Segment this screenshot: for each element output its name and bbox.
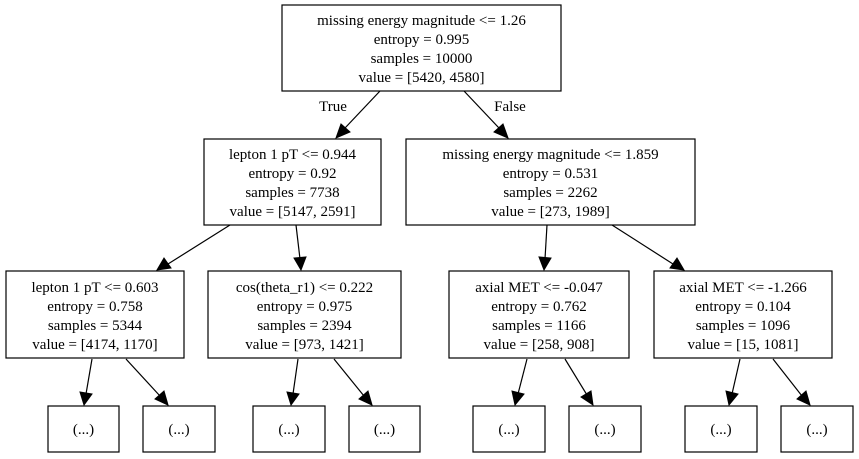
edge-lr-leaf3 bbox=[292, 358, 299, 395]
truncated-label: (...) bbox=[498, 422, 519, 438]
edge-label-true: True bbox=[319, 99, 347, 115]
node-samples: samples = 2394 bbox=[257, 318, 352, 334]
node-samples: samples = 10000 bbox=[371, 51, 473, 67]
edge-lr-leaf4 bbox=[333, 358, 365, 397]
tree-node-rr: axial MET <= -1.266 entropy = 0.104 samp… bbox=[653, 270, 833, 359]
edge-label-false: False bbox=[494, 99, 526, 115]
truncated-label: (...) bbox=[710, 422, 731, 438]
node-condition: lepton 1 pT <= 0.944 bbox=[229, 147, 357, 163]
edge-left-lr-arrowhead bbox=[293, 256, 307, 272]
node-value: value = [273, 1989] bbox=[491, 204, 609, 220]
node-condition: axial MET <= -1.266 bbox=[679, 280, 807, 296]
node-box bbox=[252, 405, 326, 453]
node-value: value = [5420, 4580] bbox=[359, 70, 485, 86]
edge-rr-leaf7 bbox=[731, 358, 741, 395]
node-value: value = [973, 1421] bbox=[245, 337, 363, 353]
edge-right-rl-arrowhead bbox=[538, 256, 552, 272]
node-condition: lepton 1 pT <= 0.603 bbox=[31, 280, 158, 296]
node-box bbox=[281, 4, 562, 92]
node-box bbox=[653, 270, 833, 359]
edge-ll-leaf1-arrowhead bbox=[79, 391, 93, 407]
edge-rr-leaf8-arrowhead bbox=[796, 390, 811, 406]
truncated-label: (...) bbox=[594, 422, 615, 438]
node-box bbox=[142, 405, 216, 453]
edge-right-rr bbox=[611, 224, 674, 265]
edge-root-right-arrowhead bbox=[493, 123, 509, 139]
edge-left-ll-arrowhead bbox=[156, 257, 172, 271]
node-samples: samples = 5344 bbox=[48, 318, 143, 334]
node-box bbox=[405, 138, 696, 226]
truncated-label: (...) bbox=[806, 422, 827, 438]
tree-node-root: missing energy magnitude <= 1.26 entropy… bbox=[281, 4, 562, 92]
edge-lr-leaf3-arrowhead bbox=[286, 391, 300, 407]
node-samples: samples = 1096 bbox=[696, 318, 791, 334]
node-value: value = [15, 1081] bbox=[688, 337, 799, 353]
node-condition: cos(theta_r1) <= 0.222 bbox=[236, 280, 373, 296]
edge-root-left-arrowhead bbox=[335, 123, 351, 139]
truncated-node-4: (...) bbox=[348, 405, 421, 453]
node-box bbox=[780, 405, 854, 453]
truncated-node-2: (...) bbox=[142, 405, 216, 453]
truncated-node-3: (...) bbox=[252, 405, 326, 453]
node-box bbox=[207, 270, 402, 359]
edge-rl-leaf5 bbox=[517, 358, 528, 395]
tree-node-lr: cos(theta_r1) <= 0.222 entropy = 0.975 s… bbox=[207, 270, 402, 359]
truncated-node-8: (...) bbox=[780, 405, 854, 453]
edge-root-right bbox=[463, 90, 500, 129]
edge-rl-leaf6 bbox=[564, 358, 588, 396]
node-entropy: entropy = 0.531 bbox=[503, 166, 599, 182]
node-box bbox=[5, 270, 185, 359]
node-samples: samples = 2262 bbox=[503, 185, 597, 201]
node-box bbox=[568, 405, 642, 453]
node-box bbox=[472, 405, 546, 453]
node-condition: axial MET <= -0.047 bbox=[475, 280, 603, 296]
node-condition: missing energy magnitude <= 1.26 bbox=[317, 13, 526, 29]
edge-rr-leaf8 bbox=[772, 358, 803, 397]
node-entropy: entropy = 0.92 bbox=[248, 166, 336, 182]
tree-node-ll: lepton 1 pT <= 0.603 entropy = 0.758 sam… bbox=[5, 270, 185, 359]
node-box bbox=[348, 405, 421, 453]
node-entropy: entropy = 0.758 bbox=[47, 299, 143, 315]
edge-rl-leaf6-arrowhead bbox=[580, 390, 594, 407]
node-box bbox=[47, 405, 120, 453]
node-entropy: entropy = 0.762 bbox=[491, 299, 587, 315]
edge-left-ll bbox=[167, 224, 231, 265]
node-value: value = [258, 908] bbox=[484, 337, 595, 353]
edge-ll-leaf1 bbox=[85, 358, 93, 395]
truncated-node-1: (...) bbox=[47, 405, 120, 453]
node-box bbox=[448, 270, 630, 359]
edge-ll-leaf2 bbox=[125, 358, 161, 397]
tree-node-right: missing energy magnitude <= 1.859 entrop… bbox=[405, 138, 696, 226]
node-entropy: entropy = 0.995 bbox=[374, 32, 470, 48]
truncated-label: (...) bbox=[168, 422, 189, 438]
node-box bbox=[203, 138, 382, 226]
node-condition: missing energy magnitude <= 1.859 bbox=[442, 147, 658, 163]
node-entropy: entropy = 0.104 bbox=[695, 299, 791, 315]
node-box bbox=[684, 405, 758, 453]
edge-right-rr-arrowhead bbox=[669, 257, 685, 271]
edge-ll-leaf2-arrowhead bbox=[154, 390, 169, 406]
node-entropy: entropy = 0.975 bbox=[257, 299, 353, 315]
edge-right-rl bbox=[544, 224, 548, 260]
edge-rl-leaf5-arrowhead bbox=[511, 390, 525, 407]
truncated-label: (...) bbox=[278, 422, 299, 438]
tree-node-rl: axial MET <= -0.047 entropy = 0.762 samp… bbox=[448, 270, 630, 359]
edge-rr-leaf7-arrowhead bbox=[725, 390, 739, 407]
node-value: value = [5147, 2591] bbox=[230, 204, 356, 220]
edges bbox=[79, 90, 811, 407]
truncated-label: (...) bbox=[374, 422, 395, 438]
edge-lr-leaf4-arrowhead bbox=[358, 390, 373, 406]
node-samples: samples = 7738 bbox=[245, 185, 339, 201]
edge-root-left bbox=[344, 90, 381, 129]
node-samples: samples = 1166 bbox=[492, 318, 586, 334]
truncated-node-7: (...) bbox=[684, 405, 758, 453]
tree-node-left: lepton 1 pT <= 0.944 entropy = 0.92 samp… bbox=[203, 138, 382, 226]
truncated-node-6: (...) bbox=[568, 405, 642, 453]
truncated-label: (...) bbox=[73, 422, 94, 438]
node-value: value = [4174, 1170] bbox=[32, 337, 157, 353]
edge-left-lr bbox=[295, 224, 301, 260]
truncated-node-5: (...) bbox=[472, 405, 546, 453]
